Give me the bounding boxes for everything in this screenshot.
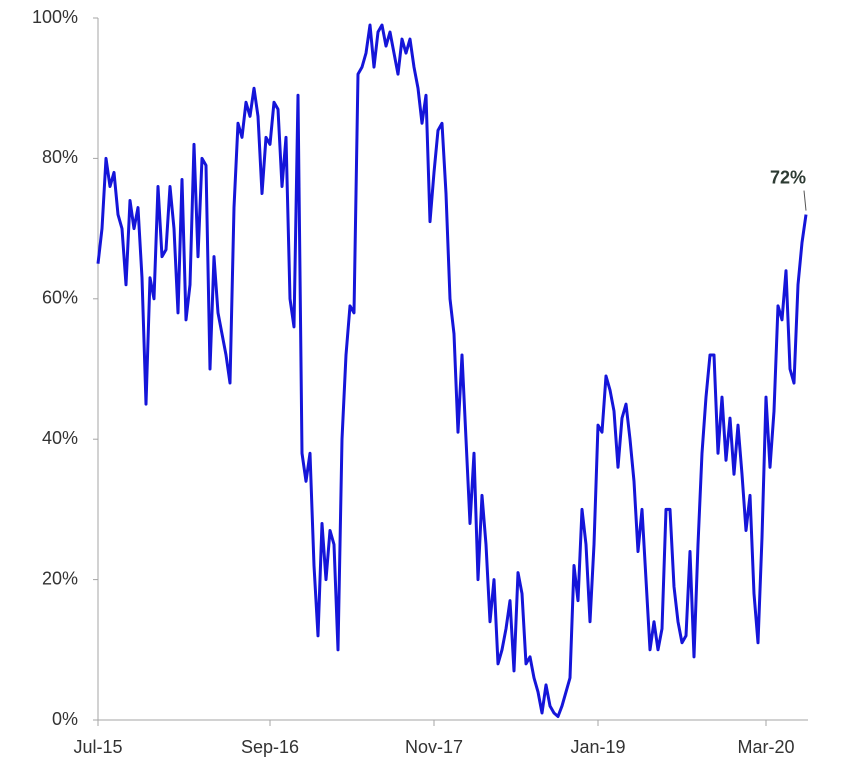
y-tick-label: 60% — [42, 288, 78, 308]
x-tick-label: Sep-16 — [241, 737, 299, 757]
y-tick-label: 100% — [32, 7, 78, 27]
data-line — [96, 23, 808, 718]
y-tick-label: 40% — [42, 428, 78, 448]
y-tick-label: 20% — [42, 568, 78, 588]
x-tick-label: Jan-19 — [570, 737, 625, 757]
x-tick-label: Nov-17 — [405, 737, 463, 757]
y-tick-label: 80% — [42, 147, 78, 167]
x-tick-label: Mar-20 — [737, 737, 794, 757]
annotation-label: 72% — [770, 167, 806, 187]
x-tick-label: Jul-15 — [73, 737, 122, 757]
y-tick-label: 0% — [52, 709, 78, 729]
annotation-leader — [803, 190, 807, 211]
